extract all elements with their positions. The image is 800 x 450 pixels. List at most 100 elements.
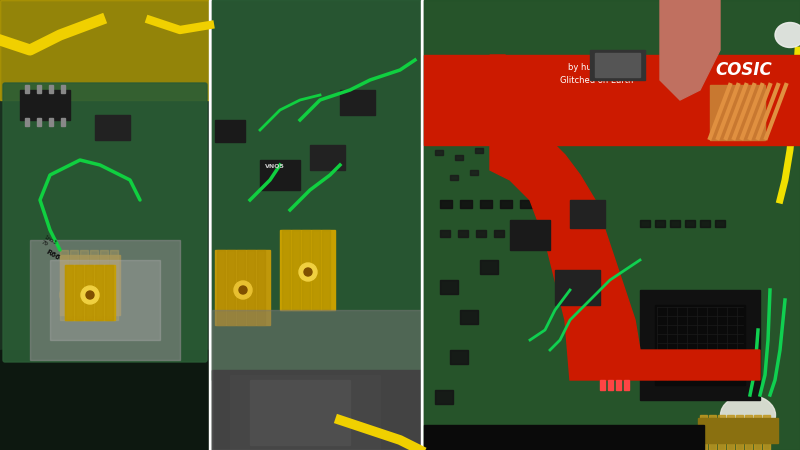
Bar: [60, 255, 120, 315]
Bar: [0, 0, 210, 450]
Text: 1no3
79: 1no3 79: [40, 235, 58, 251]
Bar: [75, 265, 83, 320]
Bar: [230, 375, 380, 450]
Bar: [25, 85, 29, 93]
Bar: [763, 415, 770, 450]
Bar: [480, 200, 492, 208]
Bar: [655, 305, 745, 385]
Ellipse shape: [81, 286, 99, 304]
FancyBboxPatch shape: [3, 83, 207, 362]
Text: by humans: by humans: [568, 63, 614, 72]
Bar: [237, 250, 245, 325]
Bar: [25, 118, 29, 126]
Bar: [247, 250, 255, 325]
Bar: [570, 200, 605, 228]
Bar: [670, 220, 680, 227]
Bar: [608, 380, 613, 390]
Bar: [424, 55, 800, 145]
Bar: [494, 230, 504, 237]
Bar: [476, 230, 486, 237]
Bar: [292, 230, 300, 310]
Bar: [424, 0, 800, 450]
Bar: [61, 118, 65, 126]
Bar: [312, 230, 320, 310]
Bar: [624, 380, 629, 390]
Bar: [227, 250, 235, 325]
Bar: [215, 250, 270, 325]
Bar: [20, 90, 70, 120]
Bar: [595, 53, 640, 77]
Bar: [424, 425, 704, 450]
Bar: [450, 350, 468, 364]
Bar: [754, 415, 761, 450]
Ellipse shape: [304, 268, 312, 276]
Bar: [322, 230, 330, 310]
Text: COSIC: COSIC: [715, 61, 772, 79]
Bar: [458, 230, 468, 237]
Bar: [70, 250, 78, 320]
Bar: [217, 250, 225, 325]
Bar: [37, 85, 41, 93]
Bar: [710, 85, 765, 140]
Bar: [718, 415, 725, 450]
Bar: [460, 200, 472, 208]
Bar: [435, 390, 453, 404]
Bar: [50, 260, 160, 340]
Bar: [65, 265, 73, 320]
Bar: [745, 415, 752, 450]
Bar: [520, 145, 528, 150]
Bar: [49, 118, 53, 126]
Bar: [100, 250, 108, 320]
Bar: [685, 220, 695, 227]
Bar: [212, 0, 422, 450]
Bar: [105, 265, 113, 320]
Bar: [60, 250, 68, 320]
Bar: [212, 0, 422, 380]
Bar: [655, 220, 665, 227]
Bar: [480, 260, 498, 274]
Bar: [475, 148, 483, 153]
Bar: [510, 220, 550, 250]
Bar: [736, 415, 743, 450]
Ellipse shape: [82, 278, 98, 292]
Bar: [424, 0, 800, 450]
Bar: [590, 50, 645, 80]
Bar: [49, 85, 53, 93]
Bar: [424, 0, 800, 450]
Ellipse shape: [299, 263, 317, 281]
Bar: [280, 230, 335, 310]
Bar: [421, 0, 424, 450]
Text: VNQ5: VNQ5: [265, 164, 285, 169]
Bar: [85, 265, 93, 320]
Text: R66: R66: [45, 248, 61, 261]
Bar: [212, 370, 422, 450]
Bar: [0, 0, 210, 100]
Polygon shape: [660, 0, 720, 100]
Bar: [500, 160, 508, 165]
Bar: [302, 230, 310, 310]
Bar: [310, 145, 345, 170]
Bar: [90, 250, 98, 320]
Bar: [616, 380, 621, 390]
Bar: [640, 220, 650, 227]
Polygon shape: [490, 55, 760, 380]
Bar: [555, 270, 600, 305]
Bar: [727, 415, 734, 450]
Bar: [257, 250, 265, 325]
Bar: [700, 415, 707, 450]
Bar: [435, 150, 443, 155]
Bar: [500, 200, 512, 208]
Bar: [600, 380, 605, 390]
Ellipse shape: [721, 395, 775, 435]
Bar: [698, 418, 778, 443]
Bar: [30, 240, 180, 360]
Bar: [260, 160, 300, 190]
Bar: [212, 310, 422, 450]
Bar: [209, 0, 212, 450]
Bar: [340, 90, 375, 115]
Bar: [95, 115, 130, 140]
Bar: [450, 175, 458, 180]
Bar: [250, 380, 350, 445]
Bar: [540, 158, 548, 163]
Bar: [80, 250, 88, 320]
